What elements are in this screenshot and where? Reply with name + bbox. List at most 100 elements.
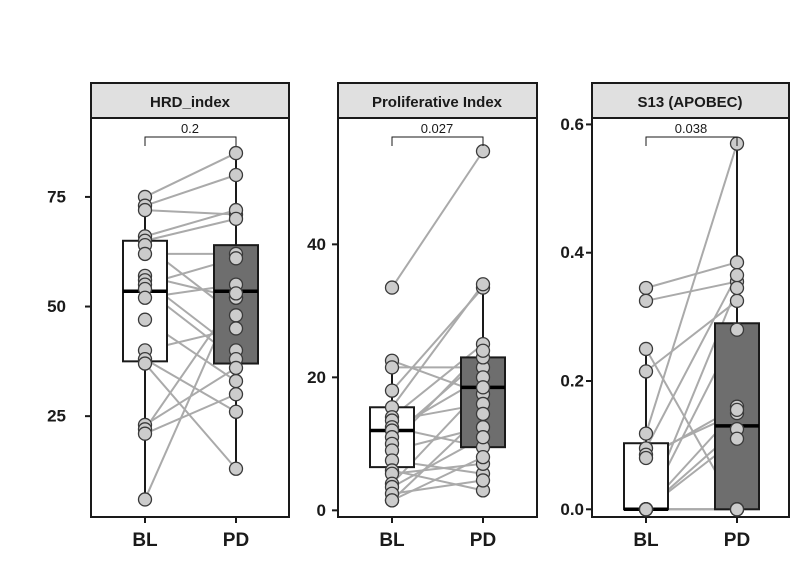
point-pd xyxy=(475,406,491,422)
p-value-s13-apobec: 0.038 xyxy=(675,121,708,136)
point-pd xyxy=(228,404,244,419)
point-bl xyxy=(384,493,400,508)
plot-frame-hrd-index xyxy=(90,117,290,518)
pair-line xyxy=(144,217,237,242)
point-pd xyxy=(228,387,244,402)
pair-line xyxy=(391,462,484,475)
point-bl xyxy=(137,290,153,305)
point-pd xyxy=(475,144,491,159)
point-bl xyxy=(638,364,654,379)
x-label-pd-hrd-index: PD xyxy=(223,530,249,551)
point-bl xyxy=(137,246,153,262)
pair-line xyxy=(144,393,237,435)
point-pd xyxy=(475,343,491,358)
y-axis-s13-apobec: 0.0 0.2 0.4 0.6 xyxy=(560,115,592,519)
pair-line xyxy=(645,300,738,373)
significance-bracket-s13-apobec xyxy=(645,136,738,146)
point-pd xyxy=(729,293,745,308)
point-bl xyxy=(384,360,400,375)
point-pd xyxy=(729,322,745,337)
point-pd xyxy=(228,360,244,376)
point-pd xyxy=(729,431,745,446)
y-tick-label-proliferative-index: 40 xyxy=(307,235,326,254)
pair-line xyxy=(144,362,237,470)
point-bl xyxy=(638,293,654,308)
point-bl xyxy=(638,280,654,296)
pair-line xyxy=(391,469,484,492)
point-pd xyxy=(729,268,745,283)
points-proliferative-index xyxy=(384,144,491,508)
strip-proliferative-index xyxy=(337,82,538,119)
y-axis-proliferative-index: 0 20 40 xyxy=(307,235,338,520)
x-label-bl-s13-apobec: BL xyxy=(633,530,659,551)
point-bl xyxy=(384,383,400,398)
pair-line xyxy=(144,152,237,198)
pair-line xyxy=(391,456,484,502)
y-tick-label-hrd-index: 50 xyxy=(47,297,66,316)
point-pd xyxy=(475,473,491,488)
pair-line xyxy=(391,150,484,289)
significance-bracket-proliferative-index xyxy=(391,136,484,146)
pair-line xyxy=(144,209,237,238)
y-tick-label-s13-apobec: 0.6 xyxy=(560,115,584,134)
point-pd xyxy=(729,402,745,418)
pair-line xyxy=(645,274,738,449)
point-pd xyxy=(228,461,244,476)
point-bl xyxy=(137,426,153,441)
point-pd xyxy=(228,286,244,301)
point-pd xyxy=(729,255,745,270)
y-axis-hrd-index: 25 50 75 xyxy=(47,187,91,426)
point-bl xyxy=(638,341,654,357)
pair-line xyxy=(391,343,484,419)
p-value-hrd-index: 0.2 xyxy=(181,121,199,136)
strip-hrd-index xyxy=(90,82,290,119)
point-pd xyxy=(729,280,745,296)
point-bl xyxy=(137,492,153,507)
point-pd xyxy=(475,430,491,445)
point-pd xyxy=(475,449,491,465)
point-pd xyxy=(228,251,244,266)
points-s13-apobec xyxy=(638,136,745,517)
point-pd xyxy=(228,145,244,161)
y-tick-label-proliferative-index: 20 xyxy=(307,368,326,387)
x-label-bl-hrd-index: BL xyxy=(132,530,158,551)
point-pd xyxy=(228,211,244,226)
point-pd xyxy=(475,277,491,292)
panel-s13-apobec: S13 (APOBEC) 0.038 0.0 0.2 0.4 0.6 BL PD xyxy=(560,82,790,551)
p-value-proliferative-index: 0.027 xyxy=(421,121,454,136)
y-tick-label-s13-apobec: 0.4 xyxy=(560,243,584,262)
x-label-pd-proliferative-index: PD xyxy=(470,530,496,551)
point-pd xyxy=(729,502,745,517)
point-bl xyxy=(137,356,153,371)
point-bl xyxy=(638,426,654,441)
significance-bracket-hrd-index xyxy=(144,136,237,146)
pair-line xyxy=(391,283,484,408)
point-pd xyxy=(228,321,244,336)
y-tick-label-s13-apobec: 0.0 xyxy=(560,500,584,519)
point-pd xyxy=(475,380,491,395)
pair-line xyxy=(391,479,484,495)
point-pd xyxy=(228,308,244,323)
panel-title-hrd-index: HRD_index xyxy=(150,94,231,111)
points-hrd-index xyxy=(137,145,244,507)
point-bl xyxy=(137,312,153,327)
point-bl xyxy=(137,202,153,218)
point-bl xyxy=(638,450,654,466)
pair-line xyxy=(645,143,738,434)
y-tick-label-hrd-index: 75 xyxy=(47,187,66,206)
pair-line xyxy=(144,358,237,413)
point-bl xyxy=(384,280,400,295)
panel-title-proliferative-index: Proliferative Index xyxy=(372,94,503,111)
pair-line xyxy=(144,174,237,207)
panel-hrd-index: HRD_index 0.2 25 50 75 BL PD xyxy=(47,82,290,551)
point-pd xyxy=(228,167,244,183)
y-tick-label-hrd-index: 25 xyxy=(47,407,66,426)
panel-proliferative-index: Proliferative Index 0.027 0 20 40 BL PD xyxy=(307,82,538,551)
point-pd xyxy=(228,373,244,389)
x-label-bl-proliferative-index: BL xyxy=(379,530,405,551)
pair-line xyxy=(645,261,738,289)
y-tick-label-proliferative-index: 0 xyxy=(317,501,326,520)
point-bl xyxy=(638,502,654,517)
panel-title-s13-apobec: S13 (APOBEC) xyxy=(637,94,742,111)
